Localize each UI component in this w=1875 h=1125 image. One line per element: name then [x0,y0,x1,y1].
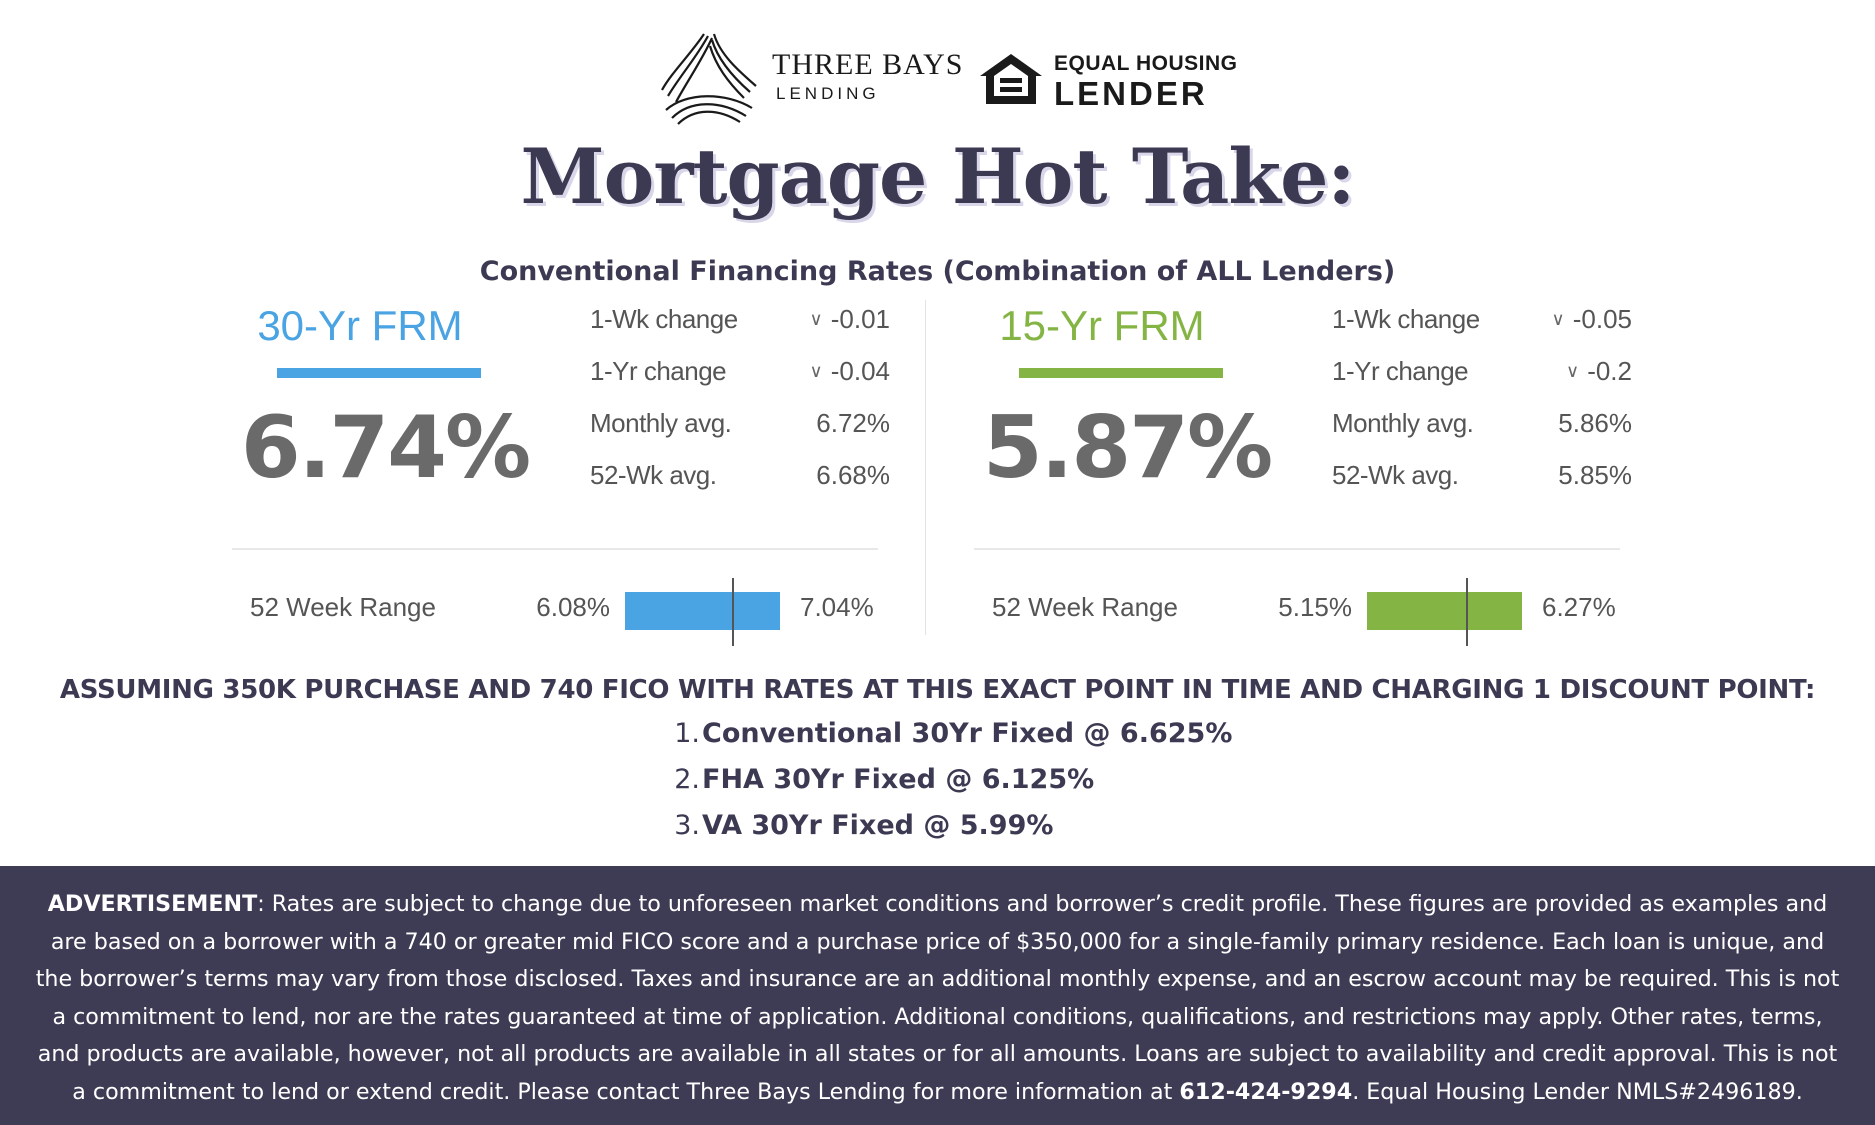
stat-value: ∨ -0.2 [1566,356,1632,386]
stat-value: 5.85% [1558,460,1632,490]
rate-label: 30-Yr FRM [257,302,463,349]
disclaimer-heading: ADVERTISEMENT [47,891,258,917]
chevron-down-icon: ∨ [1566,361,1580,381]
range-marker [732,578,734,646]
range-low: 6.08% [536,592,610,622]
stat-row: 1-Yr change ∨ -0.04 [590,350,890,390]
rate-color-bar [1019,368,1223,378]
range-label: 52 Week Range [250,592,436,622]
stat-row: 1-Wk change ∨ -0.05 [1332,298,1632,338]
stat-value: 6.72% [816,408,890,438]
three-bays-logo: THREE BAYS LENDING [660,30,964,125]
list-number: 1. [674,718,700,749]
assumption-heading: ASSUMING 350K PURCHASE AND 740 FICO WITH… [59,675,1816,705]
equal-housing-icon [980,54,1042,104]
equal-housing-line1: EQUAL HOUSING [1054,52,1238,75]
stat-label: 1-Yr change [1332,356,1469,386]
panel-divider-line [974,548,1620,550]
chevron-down-icon: ∨ [809,361,823,381]
disclaimer-tail: . Equal Housing Lender NMLS#2496189. [1352,1078,1803,1105]
stat-label: Monthly avg. [590,408,732,438]
range-low: 5.15% [1278,592,1352,622]
stat-label: 52-Wk avg. [1332,460,1459,490]
rate-label: 15-Yr FRM [999,302,1205,349]
list-item: 1. Conventional 30Yr Fixed @ 6.625% [660,718,1360,758]
stat-label: 1-Wk change [1332,304,1480,334]
stat-value: 5.86% [1558,408,1632,438]
logo-row: THREE BAYS LENDING EQUAL HOUSING LENDER [0,30,1875,125]
disclaimer-footer: ADVERTISEMENT: Rates are subject to chan… [0,866,1875,1125]
disclaimer-text: ADVERTISEMENT: Rates are subject to chan… [34,886,1841,1111]
stat-label: 52-Wk avg. [590,460,717,490]
rate-panel-30yr: 30-Yr FRM 6.74% 1-Wk change ∨ -0.01 1-Yr … [230,290,890,650]
range-fill [625,592,780,630]
stat-value: ∨ -0.05 [1551,304,1632,334]
range-fill [1367,592,1522,630]
stat-row: Monthly avg. 5.86% [1332,402,1632,442]
stat-row: 52-Wk avg. 6.68% [590,454,890,494]
stat-label: 1-Wk change [590,304,738,334]
range-bar [1367,578,1522,646]
range-high: 6.27% [1542,592,1616,622]
range-label: 52 Week Range [992,592,1178,622]
stat-row: Monthly avg. 6.72% [590,402,890,442]
list-item: 3. VA 30Yr Fixed @ 5.99% [660,810,1360,850]
disclaimer-body: : Rates are subject to change due to unf… [35,891,1840,1105]
stat-row: 1-Yr change ∨ -0.2 [1332,350,1632,390]
rate-color-bar [277,368,481,378]
page-subtitle: Conventional Financing Rates (Combinatio… [479,256,1396,287]
stat-label: Monthly avg. [1332,408,1474,438]
list-item: 2. FHA 30Yr Fixed @ 6.125% [660,764,1360,804]
list-text: FHA 30Yr Fixed @ 6.125% [702,764,1095,795]
equal-housing-logo: EQUAL HOUSING LENDER [978,48,1237,118]
three-bays-wave-icon [661,33,757,125]
current-rate: 5.87% [982,398,1273,498]
panel-divider [925,300,926,635]
stat-row: 52-Wk avg. 5.85% [1332,454,1632,494]
stat-label: 1-Yr change [590,356,727,386]
stat-value: 6.68% [816,460,890,490]
equal-housing-line2: LENDER [1054,75,1208,112]
chevron-down-icon: ∨ [809,309,823,329]
current-rate: 6.74% [240,398,531,498]
list-text: Conventional 30Yr Fixed @ 6.625% [702,718,1233,749]
list-text: VA 30Yr Fixed @ 5.99% [702,810,1054,841]
stat-row: 1-Wk change ∨ -0.01 [590,298,890,338]
list-number: 3. [674,810,700,841]
page-title: Mortgage Hot Take: [520,132,1356,221]
stat-value: ∨ -0.04 [809,356,890,386]
three-bays-name: THREE BAYS [772,48,964,81]
chevron-down-icon: ∨ [1551,309,1565,329]
stat-value: ∨ -0.01 [809,304,890,334]
rate-panel-15yr: 15-Yr FRM 5.87% 1-Wk change ∨ -0.05 1-Yr … [972,290,1632,650]
panel-divider-line [232,548,878,550]
list-number: 2. [674,764,700,795]
range-marker [1466,578,1468,646]
range-high: 7.04% [800,592,874,622]
range-bar [625,578,780,646]
three-bays-sub: LENDING [776,84,880,103]
phone-number[interactable]: 612-424-9294 [1179,1078,1353,1105]
